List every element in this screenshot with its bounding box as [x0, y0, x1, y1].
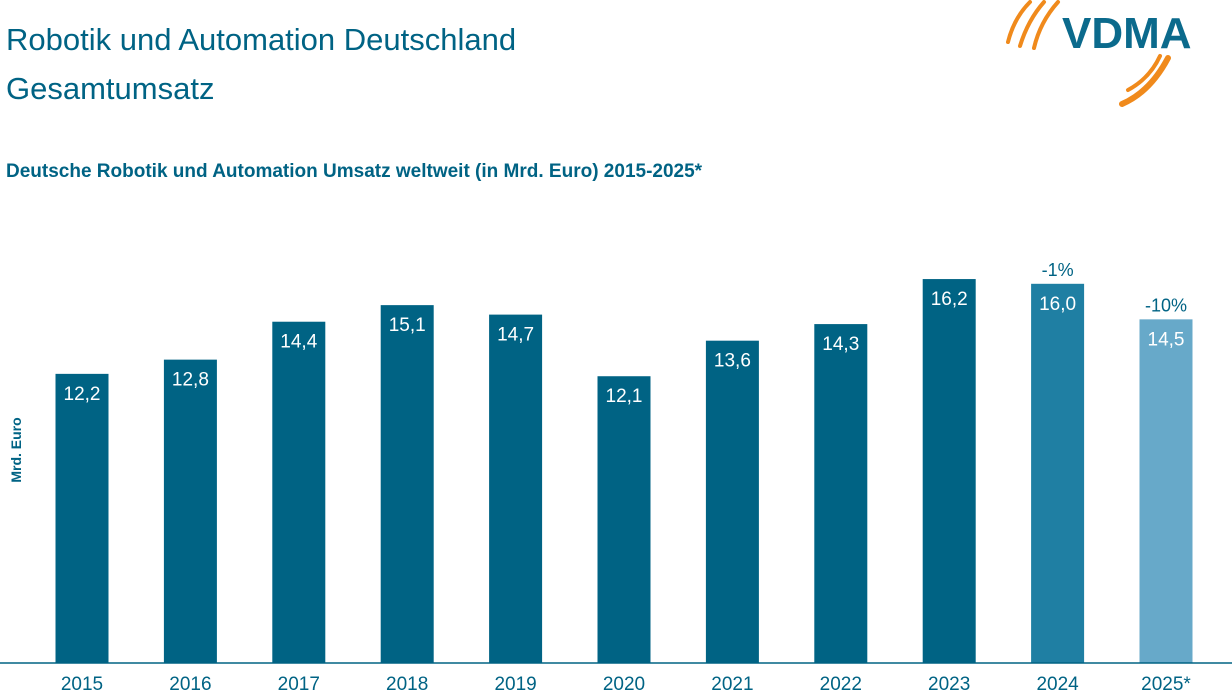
value-label-2021: 13,6 [714, 351, 751, 372]
bar-2021 [705, 340, 759, 663]
value-label-2016: 12,8 [172, 370, 209, 391]
x-tick-label-2025: 2025* [1141, 674, 1191, 694]
x-tick-label-2024: 2024 [1036, 674, 1079, 694]
x-tick-label-2016: 2016 [169, 674, 211, 694]
vdma-swoosh-icon [1006, 0, 1171, 107]
bar-2024 [1031, 283, 1085, 663]
y-axis-label: Mrd. Euro [8, 417, 24, 482]
value-label-2018: 15,1 [389, 315, 426, 336]
bar-2022 [814, 324, 868, 663]
bar-2017 [272, 321, 326, 663]
annotation-2025: -10% [1145, 295, 1187, 315]
x-tick-label-2023: 2023 [928, 674, 970, 694]
page-title: Robotik und Automation Deutschland [6, 22, 517, 57]
value-label-2025: 14,5 [1148, 329, 1185, 350]
bar-2016 [163, 359, 217, 663]
value-label-2017: 14,4 [280, 332, 317, 353]
bar-2018 [380, 305, 434, 663]
x-tick-label-2022: 2022 [820, 674, 862, 694]
value-label-2019: 14,7 [497, 325, 534, 346]
page-subtitle: Gesamtumsatz [6, 71, 215, 106]
x-tick-label-2019: 2019 [494, 674, 536, 694]
x-tick-label-2018: 2018 [386, 674, 428, 694]
value-label-2020: 12,1 [606, 386, 643, 407]
annotation-2024: -1% [1042, 260, 1074, 280]
x-tick-label-2015: 2015 [61, 674, 103, 694]
bar-2020 [597, 376, 651, 663]
value-label-2015: 12,2 [64, 384, 101, 405]
bar-2019 [489, 314, 543, 663]
x-tick-label-2021: 2021 [711, 674, 753, 694]
chart-title: Deutsche Robotik und Automation Umsatz w… [6, 161, 703, 182]
value-label-2022: 14,3 [822, 334, 859, 355]
bar-2025 [1139, 319, 1193, 663]
x-tick-label-2020: 2020 [603, 674, 645, 694]
logo-text: VDMA [1062, 9, 1192, 58]
value-label-2024: 16,0 [1039, 294, 1076, 315]
x-tick-label-2017: 2017 [278, 674, 320, 694]
bar-2023 [922, 279, 976, 663]
vdma-logo: VDMA [1006, 0, 1192, 107]
value-label-2023: 16,2 [931, 289, 968, 310]
bar-2015 [55, 373, 109, 663]
